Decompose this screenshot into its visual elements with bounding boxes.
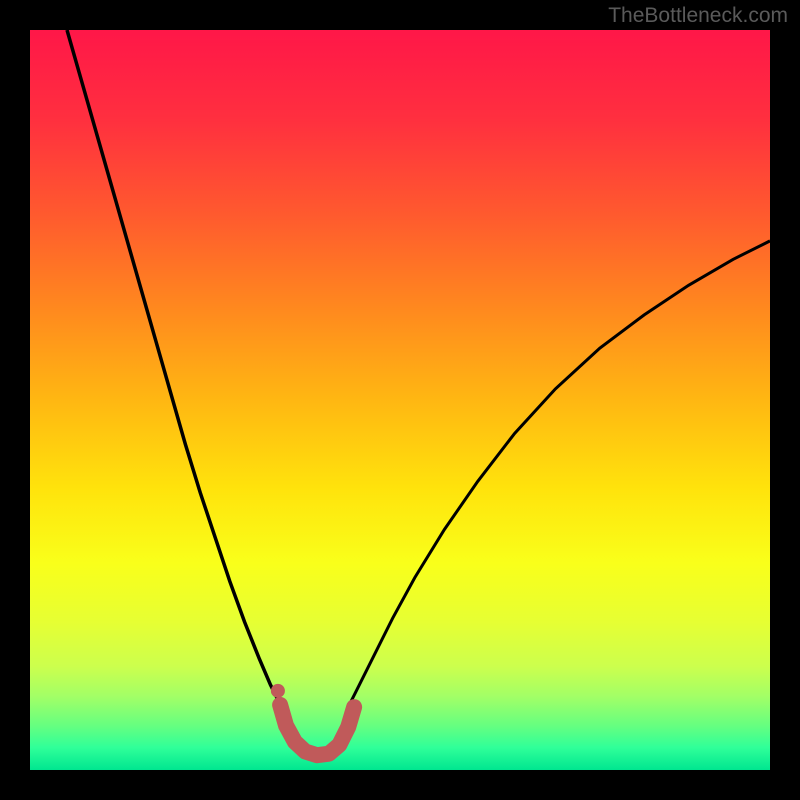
watermark-text: TheBottleneck.com xyxy=(608,4,788,28)
chart-svg xyxy=(30,30,770,770)
bottleneck-chart xyxy=(30,30,770,770)
gradient-background xyxy=(30,30,770,770)
marker-dot xyxy=(271,684,285,698)
